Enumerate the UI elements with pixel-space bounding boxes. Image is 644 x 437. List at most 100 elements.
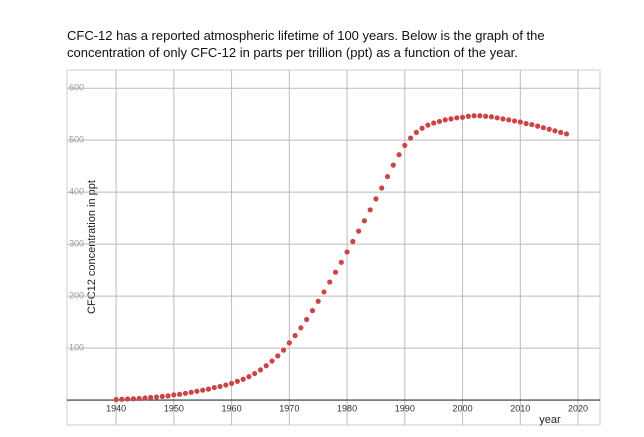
data-point	[379, 185, 385, 191]
data-point	[188, 389, 194, 395]
data-point	[540, 125, 547, 131]
data-point	[419, 125, 425, 131]
data-point	[402, 142, 408, 148]
x-tick-label: 1980	[337, 403, 357, 413]
data-point	[477, 113, 483, 119]
data-point	[304, 316, 310, 323]
y-tick-label: 500	[69, 135, 84, 145]
data-point	[500, 116, 506, 122]
y-tick-label: 300	[69, 238, 84, 248]
data-point	[257, 367, 264, 373]
data-point	[356, 228, 362, 234]
data-point	[315, 298, 321, 304]
data-point	[367, 207, 373, 213]
data-point	[483, 113, 489, 119]
data-point	[217, 383, 223, 390]
data-point	[332, 269, 339, 275]
data-point	[436, 118, 443, 125]
data-point	[246, 374, 252, 380]
x-tick-label: 1950	[164, 403, 184, 413]
data-point	[558, 129, 564, 135]
data-point	[413, 129, 419, 135]
chart-title: CFC-12 has a reported atmospheric lifeti…	[67, 28, 545, 60]
data-point	[159, 393, 165, 400]
data-point	[327, 279, 333, 285]
x-tick-label: 2020	[568, 403, 588, 413]
data-point	[125, 396, 131, 402]
data-point	[171, 392, 177, 398]
data-point	[459, 114, 466, 120]
data-point	[142, 395, 148, 401]
data-point	[494, 115, 500, 121]
data-point	[431, 120, 437, 126]
x-tick-label: 2010	[510, 403, 530, 413]
data-point	[373, 196, 379, 202]
data-point	[361, 218, 367, 224]
data-point	[506, 117, 512, 123]
data-point	[177, 391, 183, 397]
data-point	[223, 382, 229, 388]
x-tick-label: 1940	[106, 403, 126, 413]
data-point	[205, 386, 212, 392]
data-point	[321, 289, 327, 295]
data-point	[454, 115, 460, 121]
data-point	[563, 131, 570, 137]
data-point	[292, 333, 298, 339]
data-point	[396, 152, 402, 158]
data-point	[252, 370, 258, 377]
data-point	[113, 396, 119, 403]
data-point	[384, 173, 391, 180]
data-point	[298, 325, 304, 331]
data-point	[263, 363, 269, 369]
data-point	[234, 378, 240, 384]
data-point	[165, 393, 171, 399]
data-point	[442, 117, 448, 123]
data-point	[228, 380, 235, 387]
data-point	[309, 308, 316, 314]
data-point	[211, 384, 217, 391]
data-point	[488, 114, 495, 120]
data-point	[338, 259, 344, 265]
x-tick-label: 1960	[222, 403, 242, 413]
data-point	[529, 121, 535, 128]
data-point	[136, 395, 142, 402]
data-point	[240, 376, 246, 382]
plot-area	[66, 69, 601, 426]
data-point	[280, 347, 287, 353]
data-point	[286, 340, 292, 346]
data-point	[344, 249, 350, 255]
data-point	[119, 396, 125, 402]
y-tick-label: 100	[69, 342, 84, 352]
y-tick-label: 600	[69, 83, 84, 93]
y-axis-label: CFC12 concentration in ppt	[86, 180, 98, 314]
x-tick-label: 1990	[395, 403, 415, 413]
data-point	[130, 396, 137, 402]
data-point	[194, 388, 200, 394]
data-point	[275, 353, 281, 359]
data-point	[425, 122, 431, 128]
data-point	[350, 238, 356, 245]
x-tick-label: 2000	[453, 403, 473, 413]
data-point	[182, 390, 188, 396]
y-tick-label: 400	[69, 187, 84, 197]
x-axis-label: year	[539, 414, 561, 426]
data-point	[535, 123, 541, 129]
data-point	[465, 113, 471, 119]
x-tick-label: 1970	[279, 403, 299, 413]
data-point	[471, 113, 477, 119]
data-point	[390, 162, 396, 168]
data-point	[511, 118, 518, 124]
data-point	[269, 358, 275, 364]
data-point	[552, 128, 558, 134]
data-point	[200, 387, 206, 393]
data-point	[523, 120, 529, 127]
y-tick-label: 200	[69, 290, 84, 300]
data-point	[546, 126, 552, 132]
data-point	[448, 116, 454, 122]
data-point	[517, 119, 523, 125]
data-point	[153, 394, 160, 400]
data-point	[407, 135, 414, 141]
data-point	[148, 394, 154, 401]
